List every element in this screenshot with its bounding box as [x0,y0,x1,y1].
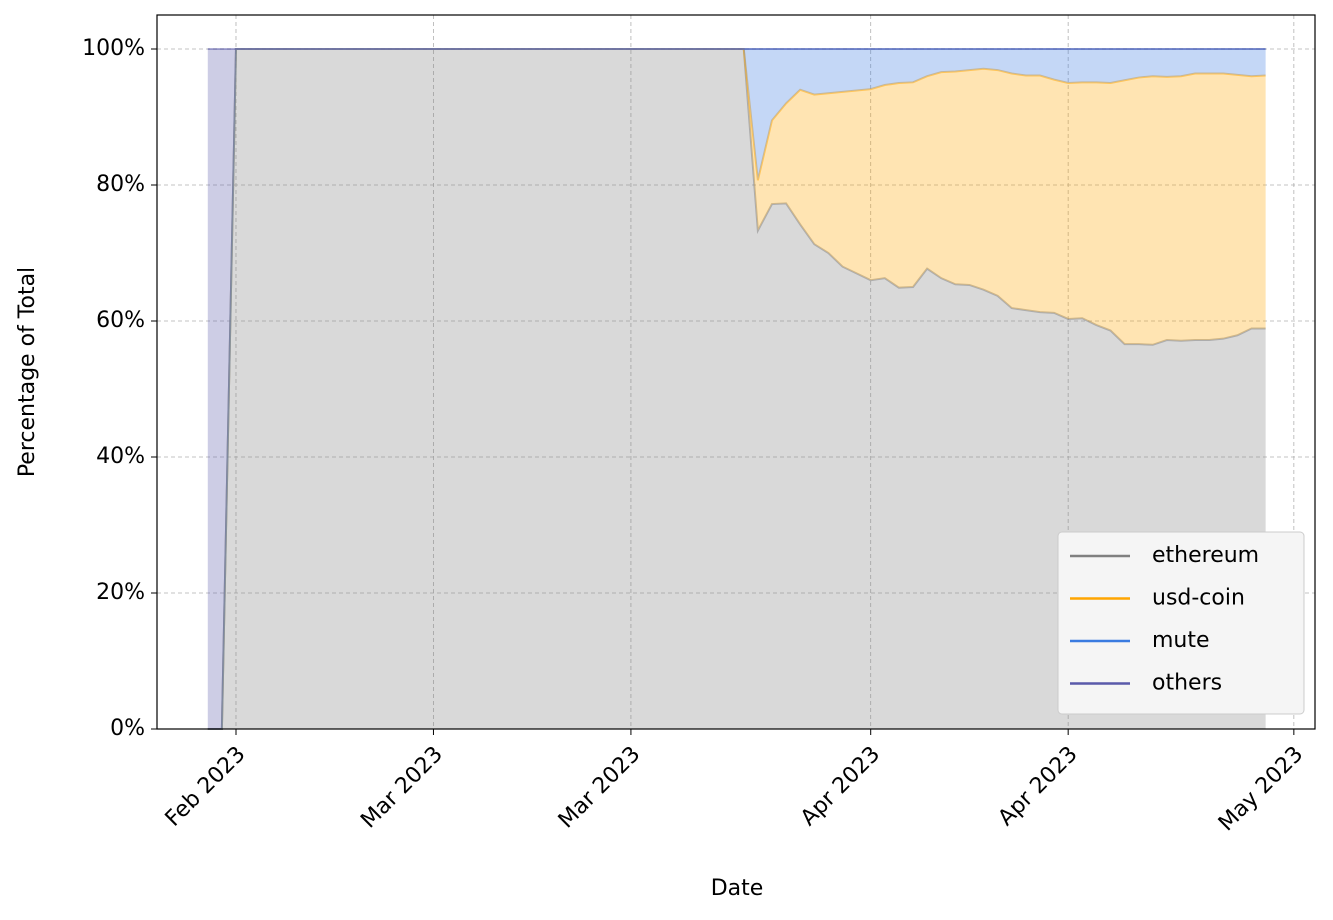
legend-label: others [1152,671,1222,696]
legend-label: mute [1152,628,1210,653]
area [207,49,1266,729]
plot-area [207,48,1266,730]
legend-label: ethereum [1152,543,1259,568]
x-tick-label: May 2023 [1214,742,1308,836]
y-tick-label: 0% [110,716,145,741]
x-tick-label: Mar 2023 [356,742,448,834]
y-tick-label: 20% [96,580,145,605]
y-axis-label: Percentage of Total [15,267,40,477]
area [207,49,1266,729]
y-tick-label: 80% [96,172,145,197]
legend-label: usd-coin [1152,586,1245,611]
plot-frame [156,14,1316,730]
x-axis-label: Date [711,876,764,901]
y-tick-label: 40% [96,444,145,469]
x-tick-label: Feb 2023 [161,742,251,832]
y-tick-label: 60% [96,308,145,333]
x-tick-label: Apr 2023 [796,742,885,831]
x-tick-label: Mar 2023 [554,742,646,834]
x-tick-label: Apr 2023 [994,742,1083,831]
y-tick-label: 100% [82,36,145,61]
legend [1057,531,1305,715]
